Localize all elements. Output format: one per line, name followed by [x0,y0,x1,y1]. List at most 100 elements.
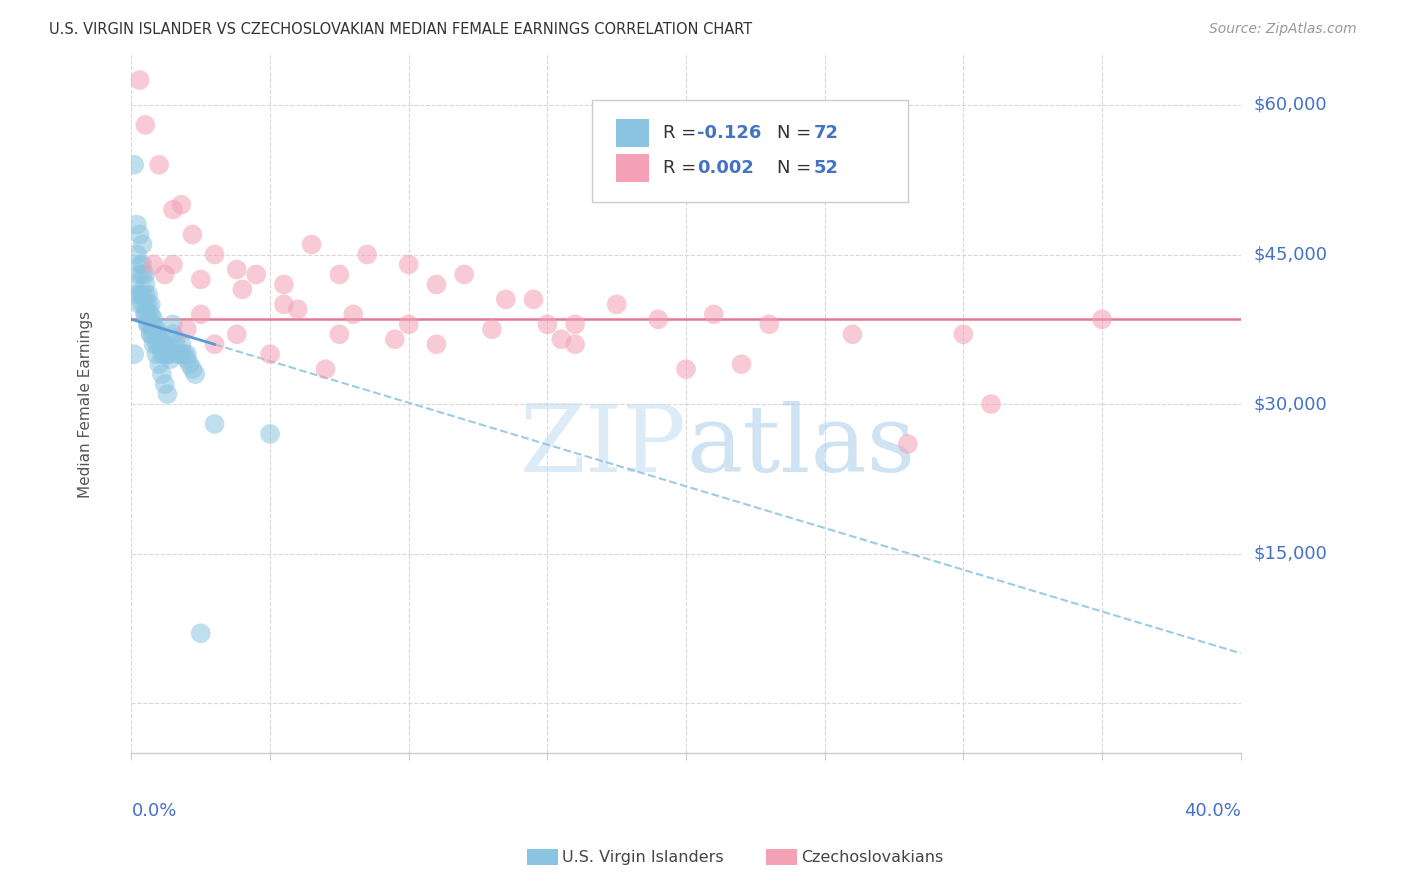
Point [122,158,145,172]
Point [159,347,181,361]
Bar [616,154,650,182]
Point [453,268,475,282]
Point [758,318,780,332]
Text: -0.126: -0.126 [697,124,762,143]
Point [136,307,159,321]
Point [425,277,447,292]
Point [131,287,153,301]
Point [170,337,193,351]
Point [301,237,323,252]
Text: $30,000: $30,000 [1254,395,1327,413]
Text: 0.0%: 0.0% [131,802,177,820]
Point [204,247,226,261]
Text: $45,000: $45,000 [1254,245,1327,263]
Point [384,332,406,346]
Point [148,337,170,351]
Point [730,357,752,371]
Point [225,262,247,277]
Point [342,307,364,321]
Point [495,293,517,307]
Point [564,337,586,351]
Point [142,327,165,342]
Point [145,337,167,351]
Point [536,318,558,332]
Point [125,287,148,301]
Point [153,337,176,351]
Point [165,332,187,346]
Point [287,302,309,317]
Point [190,626,212,640]
Point [131,258,153,272]
Point [150,367,173,381]
Point [162,202,184,217]
Point [273,277,295,292]
Point [128,297,150,311]
Point [134,268,156,282]
FancyBboxPatch shape [592,101,908,202]
Point [139,327,162,342]
Point [245,268,267,282]
Point [184,367,207,381]
Point [162,258,184,272]
Point [259,347,281,361]
Point [564,318,586,332]
Point [142,312,165,326]
Point [150,342,173,356]
Point [176,352,198,367]
Point [204,417,226,431]
Point [647,312,669,326]
Point [125,247,148,261]
Text: N =: N = [778,159,817,178]
Point [398,318,420,332]
Point [128,268,150,282]
Point [170,347,193,361]
Point [159,352,181,367]
Point [150,347,173,361]
Text: U.S. Virgin Islanders: U.S. Virgin Islanders [562,850,724,864]
Point [425,337,447,351]
Text: 40.0%: 40.0% [1184,802,1240,820]
Point [148,327,170,342]
Point [522,293,544,307]
Point [128,227,150,242]
Point [128,258,150,272]
Text: 72: 72 [814,124,838,143]
Point [153,377,176,392]
Point [897,437,920,451]
Point [122,277,145,292]
Point [142,337,165,351]
Point [145,327,167,342]
Text: R =: R = [662,124,702,143]
Point [550,332,572,346]
Point [142,258,165,272]
Point [162,327,184,342]
Point [606,297,628,311]
Point [481,322,503,336]
Point [328,327,350,342]
Point [225,327,247,342]
Point [128,73,150,87]
Point [952,327,974,342]
Text: Median Female Earnings: Median Female Earnings [77,310,93,498]
Point [153,347,176,361]
Point [134,287,156,301]
Point [176,347,198,361]
Point [145,322,167,336]
Point [153,268,176,282]
Point [134,118,156,132]
Point [134,307,156,321]
Point [204,337,226,351]
Text: $15,000: $15,000 [1254,545,1327,563]
Point [142,318,165,332]
Point [128,287,150,301]
Point [131,268,153,282]
Point [139,307,162,321]
Point [259,426,281,441]
Point [315,362,337,376]
Point [156,342,179,356]
Point [231,282,253,296]
Point [165,337,187,351]
Point [181,227,204,242]
Text: N =: N = [778,124,817,143]
Point [139,318,162,332]
